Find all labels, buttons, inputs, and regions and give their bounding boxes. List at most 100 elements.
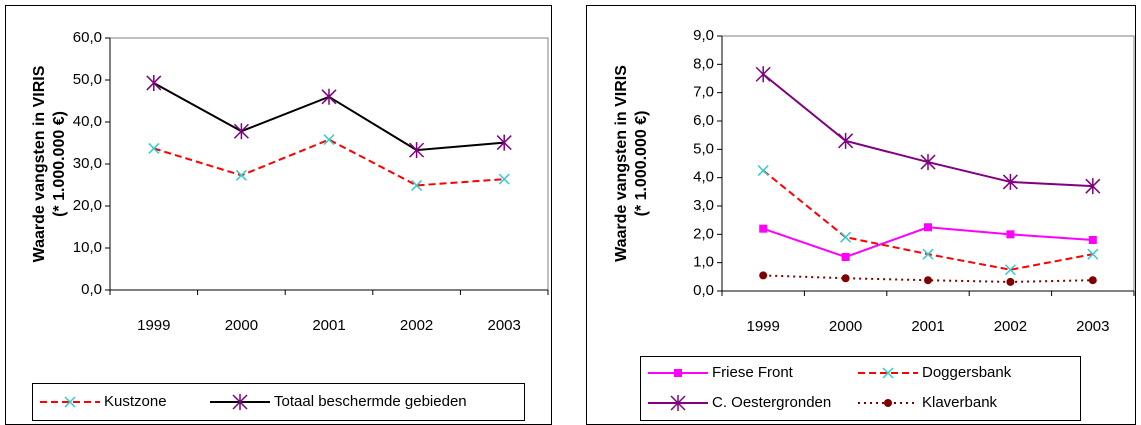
y-tick-label: 3,0 xyxy=(693,197,714,214)
marker-cross xyxy=(1002,173,1018,190)
marker-square xyxy=(924,223,932,232)
marker-cross xyxy=(409,142,425,159)
x-tick-label: 2001 xyxy=(911,318,944,335)
legend-label: Totaal beschermde gebieden xyxy=(274,393,467,410)
x-tick-label: 2002 xyxy=(994,318,1027,335)
marker-cross xyxy=(840,231,852,243)
legend-marker xyxy=(670,395,686,411)
y-tick-label: 8,0 xyxy=(693,55,714,72)
marker xyxy=(1087,248,1099,260)
marker xyxy=(920,154,936,171)
y-axis-label: Waarde vangsten in VIRIS (* 1.000.000 €) xyxy=(31,65,68,262)
legend-label: Doggersbank xyxy=(922,364,1012,381)
marker xyxy=(1088,236,1097,244)
y-axis-label-line: Waarde vangsten in VIRIS xyxy=(31,65,48,262)
series-line xyxy=(763,274,1093,283)
legend-label: C. Oestergronden xyxy=(712,394,831,411)
marker-circle xyxy=(759,271,768,280)
y-tick-label: 50,0 xyxy=(73,71,102,88)
y-tick-label: 7,0 xyxy=(693,84,714,101)
marker xyxy=(1088,276,1097,285)
x-tick-label: 2003 xyxy=(488,317,521,334)
y-axis-label-line: (* 1.000.000 €) xyxy=(633,111,650,217)
y-tick-label: 5,0 xyxy=(693,140,714,157)
marker xyxy=(757,165,769,177)
marker xyxy=(924,223,932,232)
y-tick-label: 4,0 xyxy=(693,169,714,186)
marker-square xyxy=(1088,236,1097,244)
x-tick-label: 2003 xyxy=(1076,318,1109,335)
marker-cross xyxy=(1085,178,1101,195)
marker-cross xyxy=(321,88,337,105)
marker xyxy=(235,169,247,181)
legend-label: Klaverbank xyxy=(922,394,998,411)
marker-square xyxy=(1006,230,1015,239)
legend-marker xyxy=(232,394,248,410)
x-tick-label: 1999 xyxy=(137,317,170,334)
y-tick-label: 2,0 xyxy=(693,225,714,242)
marker-cross xyxy=(411,179,423,191)
marker-square xyxy=(674,369,682,377)
marker-square xyxy=(759,224,768,233)
legend-label: Kustzone xyxy=(104,393,167,410)
marker-cross xyxy=(1087,248,1099,260)
legend-marker xyxy=(674,369,682,377)
marker xyxy=(1002,173,1018,190)
marker xyxy=(233,123,249,140)
marker-cross xyxy=(498,173,510,185)
x-tick-label: 2002 xyxy=(400,317,433,334)
marker xyxy=(922,248,934,260)
y-axis-label-line: Waarde vangsten in VIRIS xyxy=(613,65,630,262)
marker-cross xyxy=(233,123,249,140)
y-tick-label: 9,0 xyxy=(693,27,714,44)
legend-label: Friese Front xyxy=(712,364,794,381)
legend-marker xyxy=(882,367,894,379)
y-tick-label: 30,0 xyxy=(73,155,102,172)
marker-cross xyxy=(757,165,769,177)
x-tick-label: 2001 xyxy=(312,317,345,334)
marker xyxy=(841,253,850,261)
marker-cross xyxy=(882,367,894,379)
series-line xyxy=(153,138,505,187)
marker xyxy=(411,179,423,191)
marker xyxy=(924,276,932,285)
legend-marker xyxy=(64,396,76,408)
marker-cross xyxy=(146,74,162,91)
marker xyxy=(321,88,337,105)
marker-square xyxy=(841,253,850,261)
marker xyxy=(148,142,160,154)
marker-cross xyxy=(64,396,76,408)
y-axis-label-line: (* 1.000.000 €) xyxy=(51,111,68,217)
marker xyxy=(498,173,510,185)
marker xyxy=(1085,178,1101,195)
y-tick-label: 60,0 xyxy=(73,29,102,46)
x-tick-label: 1999 xyxy=(747,318,780,335)
plot-area xyxy=(109,37,549,291)
marker-cross xyxy=(1004,264,1016,276)
marker xyxy=(759,224,768,233)
marker xyxy=(496,134,512,151)
marker-circle xyxy=(1088,276,1097,285)
y-axis-label: Waarde vangsten in VIRIS (* 1.000.000 €) xyxy=(613,65,650,262)
marker-cross xyxy=(235,169,247,181)
marker xyxy=(841,274,850,283)
marker xyxy=(323,134,335,146)
y-tick-label: 0,0 xyxy=(81,281,102,298)
legend-marker xyxy=(884,399,892,407)
y-tick-label: 40,0 xyxy=(73,113,102,130)
marker xyxy=(759,271,768,280)
marker-cross xyxy=(920,154,936,171)
marker-circle xyxy=(924,276,932,285)
marker-circle xyxy=(841,274,850,283)
x-tick-label: 2000 xyxy=(829,318,862,335)
y-tick-label: 1,0 xyxy=(693,254,714,271)
marker xyxy=(755,66,771,83)
marker-circle xyxy=(1006,277,1015,286)
marker xyxy=(840,231,852,243)
marker-cross xyxy=(148,142,160,154)
x-tick-label: 2000 xyxy=(225,317,258,334)
marker-cross xyxy=(232,394,248,410)
marker-cross xyxy=(838,132,854,149)
y-tick-label: 20,0 xyxy=(73,197,102,214)
